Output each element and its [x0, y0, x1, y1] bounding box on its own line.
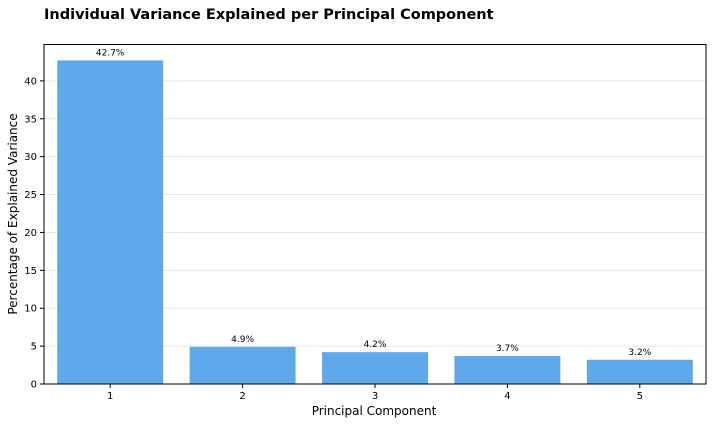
x-axis-label: Principal Component: [312, 404, 437, 418]
x-tick-label: 3: [372, 391, 378, 402]
y-tick-label: 0: [31, 380, 37, 391]
x-axis-ticks: 1 2 3 4 5: [107, 384, 643, 402]
data-labels: 42.7% 4.9% 4.2% 3.7% 3.2%: [96, 48, 652, 357]
y-tick-label: 35: [24, 114, 37, 125]
x-tick-label: 2: [239, 391, 245, 402]
y-tick-label: 25: [24, 190, 37, 201]
data-label-pc-1: 42.7%: [96, 48, 125, 58]
y-axis-ticks: 0 5 10 15 20 25 30 35 40: [24, 76, 44, 390]
chart-title: Individual Variance Explained per Princi…: [44, 7, 494, 23]
data-label-pc-4: 3.7%: [496, 344, 519, 354]
data-label-pc-3: 4.2%: [364, 340, 387, 350]
bar-pc-3: [322, 352, 428, 384]
x-tick-label: 1: [107, 391, 113, 402]
y-tick-label: 30: [24, 152, 37, 163]
y-tick-label: 10: [24, 304, 37, 315]
data-label-pc-5: 3.2%: [628, 348, 651, 358]
x-tick-label: 4: [504, 391, 510, 402]
data-label-pc-2: 4.9%: [231, 335, 254, 345]
x-tick-label: 5: [637, 391, 643, 402]
y-axis-label: Percentage of Explained Variance: [6, 113, 20, 314]
bar-pc-4: [454, 356, 560, 384]
bars: [57, 60, 693, 384]
y-tick-label: 40: [24, 76, 37, 87]
bar-pc-2: [190, 347, 296, 384]
bar-pc-1: [57, 60, 163, 384]
y-tick-label: 5: [31, 342, 37, 353]
y-tick-label: 15: [24, 266, 37, 277]
bar-pc-5: [587, 360, 693, 384]
y-tick-label: 20: [24, 228, 37, 239]
